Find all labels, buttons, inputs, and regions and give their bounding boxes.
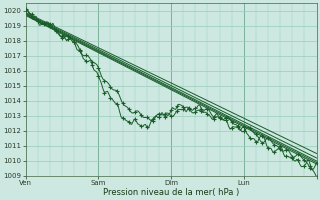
X-axis label: Pression niveau de la mer( hPa ): Pression niveau de la mer( hPa ) <box>103 188 239 197</box>
